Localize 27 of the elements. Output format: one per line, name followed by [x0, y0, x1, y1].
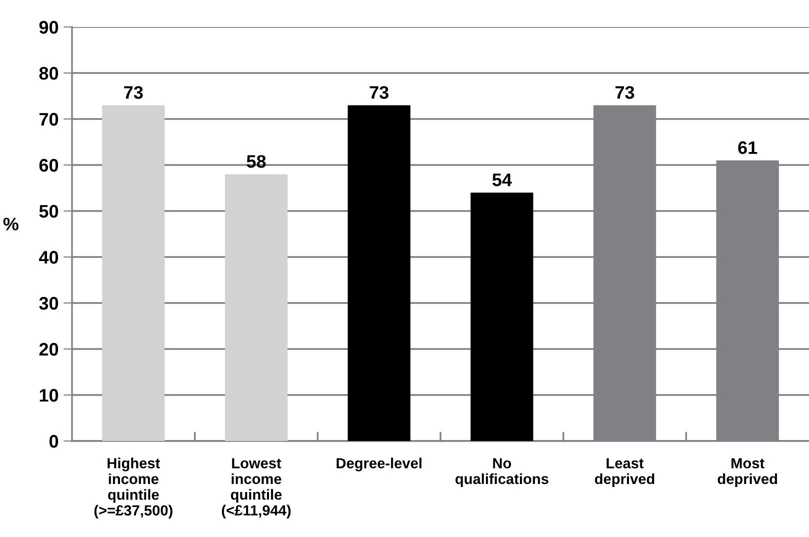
data-label: 73 [124, 86, 143, 99]
data-label: 61 [738, 141, 758, 154]
y-tick-label: 20 [39, 342, 58, 356]
bar [470, 192, 534, 441]
bar [348, 105, 410, 441]
x-tick-label: Most deprived [718, 458, 778, 487]
bar [224, 174, 288, 441]
x-tick-label: No qualifications [456, 458, 548, 487]
x-tick-label: Least deprived [594, 458, 654, 487]
y-tick-label: 80 [39, 66, 58, 80]
x-tick-label: Degree-level [336, 458, 422, 472]
y-tick-label: 10 [40, 388, 58, 402]
data-label: 73 [615, 86, 634, 99]
y-tick-label: 50 [39, 204, 58, 218]
y-tick-label: 90 [39, 20, 58, 34]
y-tick-label: 30 [39, 296, 58, 310]
y-tick-label: 0 [49, 434, 58, 448]
y-tick-label: 60 [39, 158, 58, 172]
y-tick-label: 40 [39, 250, 58, 264]
x-tick-label: Lowest income quintile (<£11,944) [222, 458, 291, 518]
y-tick-label: 70 [40, 112, 58, 126]
bar [102, 105, 165, 441]
data-label: 54 [492, 174, 512, 186]
data-label: 73 [370, 86, 388, 99]
y-axis-title: % [3, 218, 18, 230]
data-label: 58 [246, 155, 266, 168]
x-tick-label: Highest income quintile (>=£37,500) [94, 458, 172, 518]
